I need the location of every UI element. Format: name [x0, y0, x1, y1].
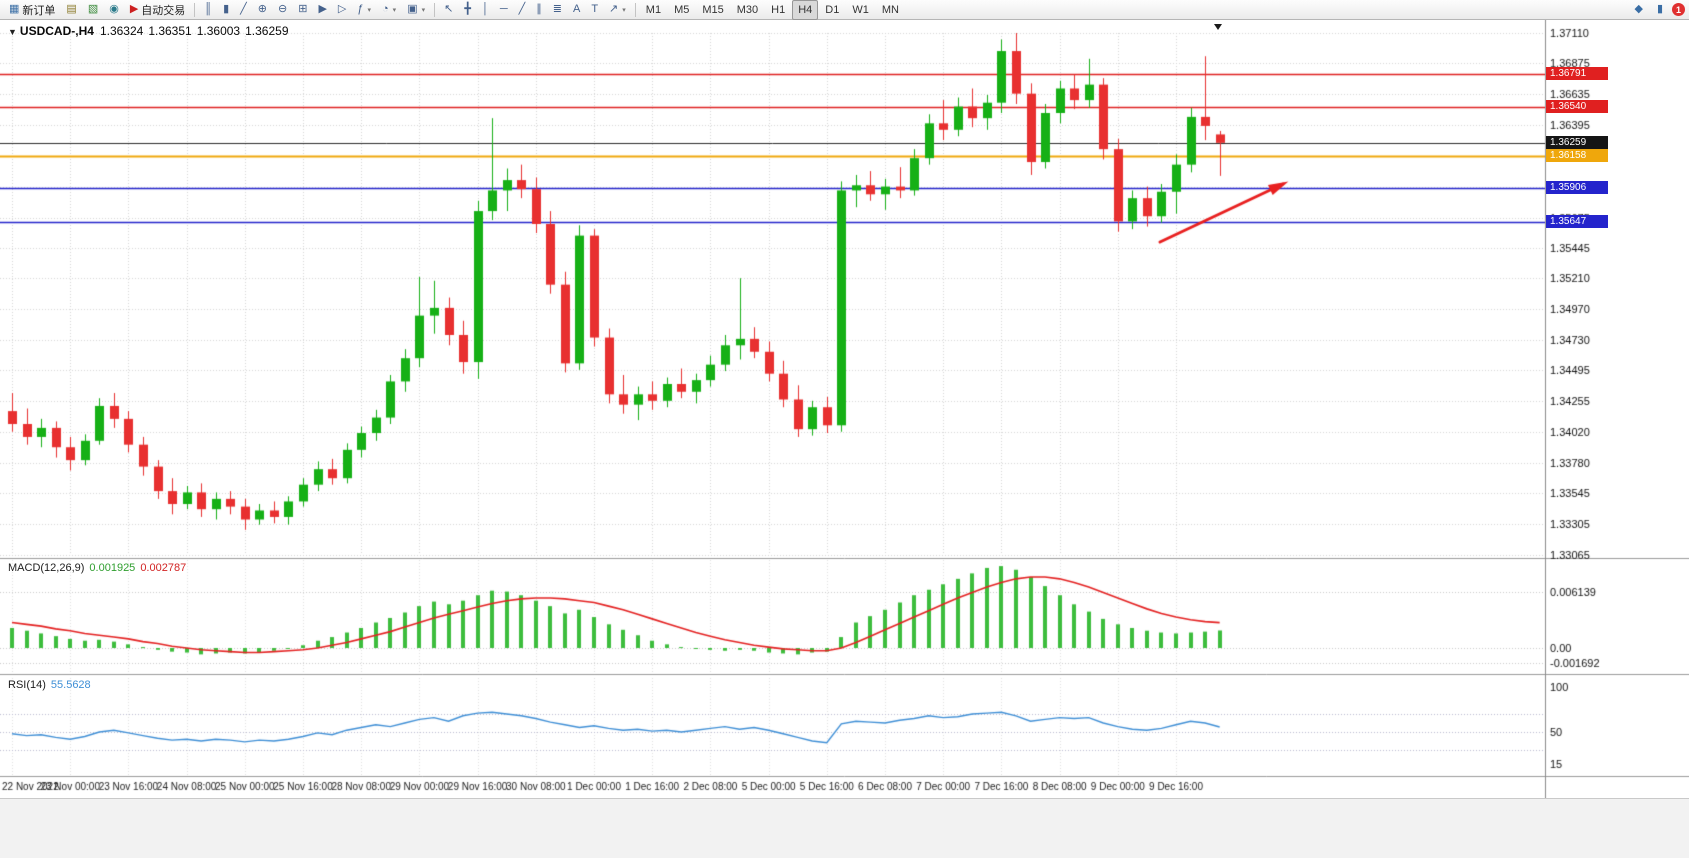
profiles-icon: ▧: [87, 3, 99, 15]
zoom-out-icon: ⊖: [278, 3, 288, 15]
timeframe-m5-button[interactable]: M5: [674, 3, 690, 16]
new-order-label: 新订单: [22, 4, 56, 17]
zoom-in-button[interactable]: ⊕: [253, 0, 272, 20]
fibonacci-button[interactable]: ≣: [548, 0, 567, 20]
timeframe-w1-button[interactable]: W1: [852, 3, 869, 16]
price-level-badge: 1.36791: [1546, 67, 1608, 81]
toolbar-separator: [634, 2, 636, 17]
indicators-dropdown-icon[interactable]: ▾: [367, 6, 372, 14]
text-label-button[interactable]: T: [586, 0, 603, 20]
profiles-button[interactable]: ▧: [83, 0, 103, 20]
channel-button[interactable]: ∥: [531, 0, 547, 20]
zoom-out-button[interactable]: ⊖: [273, 0, 292, 20]
chart-shift-marker[interactable]: [1214, 24, 1222, 30]
candle-chart-button[interactable]: ▮: [218, 0, 234, 20]
arrows-icon: ↗: [609, 3, 619, 15]
auto-scroll-button[interactable]: ▶: [313, 0, 331, 20]
timeframe-mn-button[interactable]: MN: [881, 3, 899, 16]
price-level-badge: 1.36540: [1546, 99, 1608, 113]
trendline-button[interactable]: ╱: [514, 0, 531, 20]
bar-chart-icon: ║: [204, 3, 213, 15]
templates-button[interactable]: ▣ ▾: [402, 0, 430, 20]
crosshair-icon: ╋: [464, 3, 471, 15]
tile-windows-icon: ⊞: [298, 3, 308, 15]
metaquotes-button[interactable]: ◆: [1629, 0, 1647, 20]
new-order-button[interactable]: ▦ 新订单: [4, 0, 60, 20]
timeframe-m30-button[interactable]: M30: [736, 3, 759, 16]
candle-chart-icon: ▮: [223, 3, 230, 15]
text-label-icon: T: [591, 3, 599, 15]
current-price-badge: 1.36259: [1546, 135, 1608, 149]
price-level-badge: 1.35647: [1546, 214, 1608, 228]
window-background: [0, 798, 1689, 858]
fibonacci-icon: ≣: [552, 3, 562, 15]
horizontal-line-button[interactable]: ─: [495, 0, 513, 20]
text-icon: A: [572, 3, 581, 15]
charts-menu-button[interactable]: ▤: [61, 0, 81, 20]
auto-trading-label: 自动交易: [141, 4, 186, 17]
price-level-badge: 1.36158: [1546, 148, 1608, 162]
text-button[interactable]: A: [568, 0, 585, 20]
zoom-in-icon: ⊕: [257, 3, 267, 15]
trendline-icon: ╱: [518, 3, 526, 15]
auto-trading-icon: ▶: [129, 3, 139, 15]
cursor-button[interactable]: ↖: [439, 0, 458, 20]
bar-chart-button[interactable]: ║: [199, 0, 217, 20]
tile-windows-button[interactable]: ⊞: [293, 0, 312, 20]
timeframe-h1-button[interactable]: H1: [771, 3, 786, 16]
channel-icon: ∥: [536, 3, 542, 15]
templates-icon: ▣: [407, 3, 418, 15]
auto-scroll-icon: ▶: [318, 3, 327, 15]
periods-icon: ◔: [382, 3, 389, 15]
crosshair-button[interactable]: ╋: [459, 0, 476, 20]
vertical-line-icon: │: [481, 3, 489, 15]
metaquotes-icon: ◆: [1634, 3, 1643, 15]
arrows-dropdown-icon[interactable]: ▾: [622, 6, 626, 14]
chart-canvas[interactable]: [0, 20, 1689, 798]
price-level-badge: 1.35906: [1546, 181, 1608, 195]
chart-shift-button[interactable]: ▷: [333, 0, 351, 20]
vertical-line-button[interactable]: │: [477, 0, 494, 20]
indicators-icon: ƒ: [357, 3, 364, 15]
mobile-button[interactable]: ▮: [1652, 0, 1668, 20]
line-chart-button[interactable]: ╱: [235, 0, 252, 20]
templates-dropdown-icon[interactable]: ▾: [421, 6, 426, 14]
auto-trading-button[interactable]: ▶ 自动交易: [125, 0, 190, 20]
timeframe-m1-button[interactable]: M1: [645, 3, 662, 16]
cursor-icon: ↖: [444, 3, 454, 15]
alerts-icon: ◉: [109, 3, 119, 15]
chart-shift-icon: ▷: [337, 3, 347, 15]
indicators-button[interactable]: ƒ ▾: [352, 0, 376, 20]
line-chart-icon: ╱: [240, 3, 247, 15]
horizontal-line-icon: ─: [499, 3, 508, 15]
arrows-button[interactable]: ↗ ▾: [604, 0, 631, 20]
toolbar-right-group: ◆ ▮ 1: [1629, 0, 1685, 20]
periods-dropdown-icon[interactable]: ▾: [392, 6, 397, 14]
main-toolbar: ▦ 新订单 ▤ ▧ ◉ ▶ 自动交易 ║ ▮ ╱ ⊕ ⊖ ⊞ ▶ ▷ ƒ ▾ ◔ ▾ ▣ ▾ ↖ ╋ │ ─ ╱ ∥ ≣ A T ↗ ▾ M1 M…: [0, 0, 1689, 20]
timeframe-m15-button[interactable]: M15: [702, 3, 724, 16]
toolbar-separator: [434, 2, 436, 17]
mobile-icon: ▮: [1656, 3, 1663, 15]
alerts-button[interactable]: ◉: [104, 0, 124, 20]
notification-badge[interactable]: 1: [1672, 3, 1685, 16]
new-order-icon: ▦: [9, 3, 20, 15]
timeframe-d1-button[interactable]: D1: [825, 3, 840, 16]
charts-menu-icon: ▤: [66, 3, 77, 15]
timeframe-h4-button[interactable]: H4: [792, 0, 819, 20]
toolbar-separator: [194, 2, 196, 17]
periods-button[interactable]: ◔ ▾: [377, 0, 401, 20]
